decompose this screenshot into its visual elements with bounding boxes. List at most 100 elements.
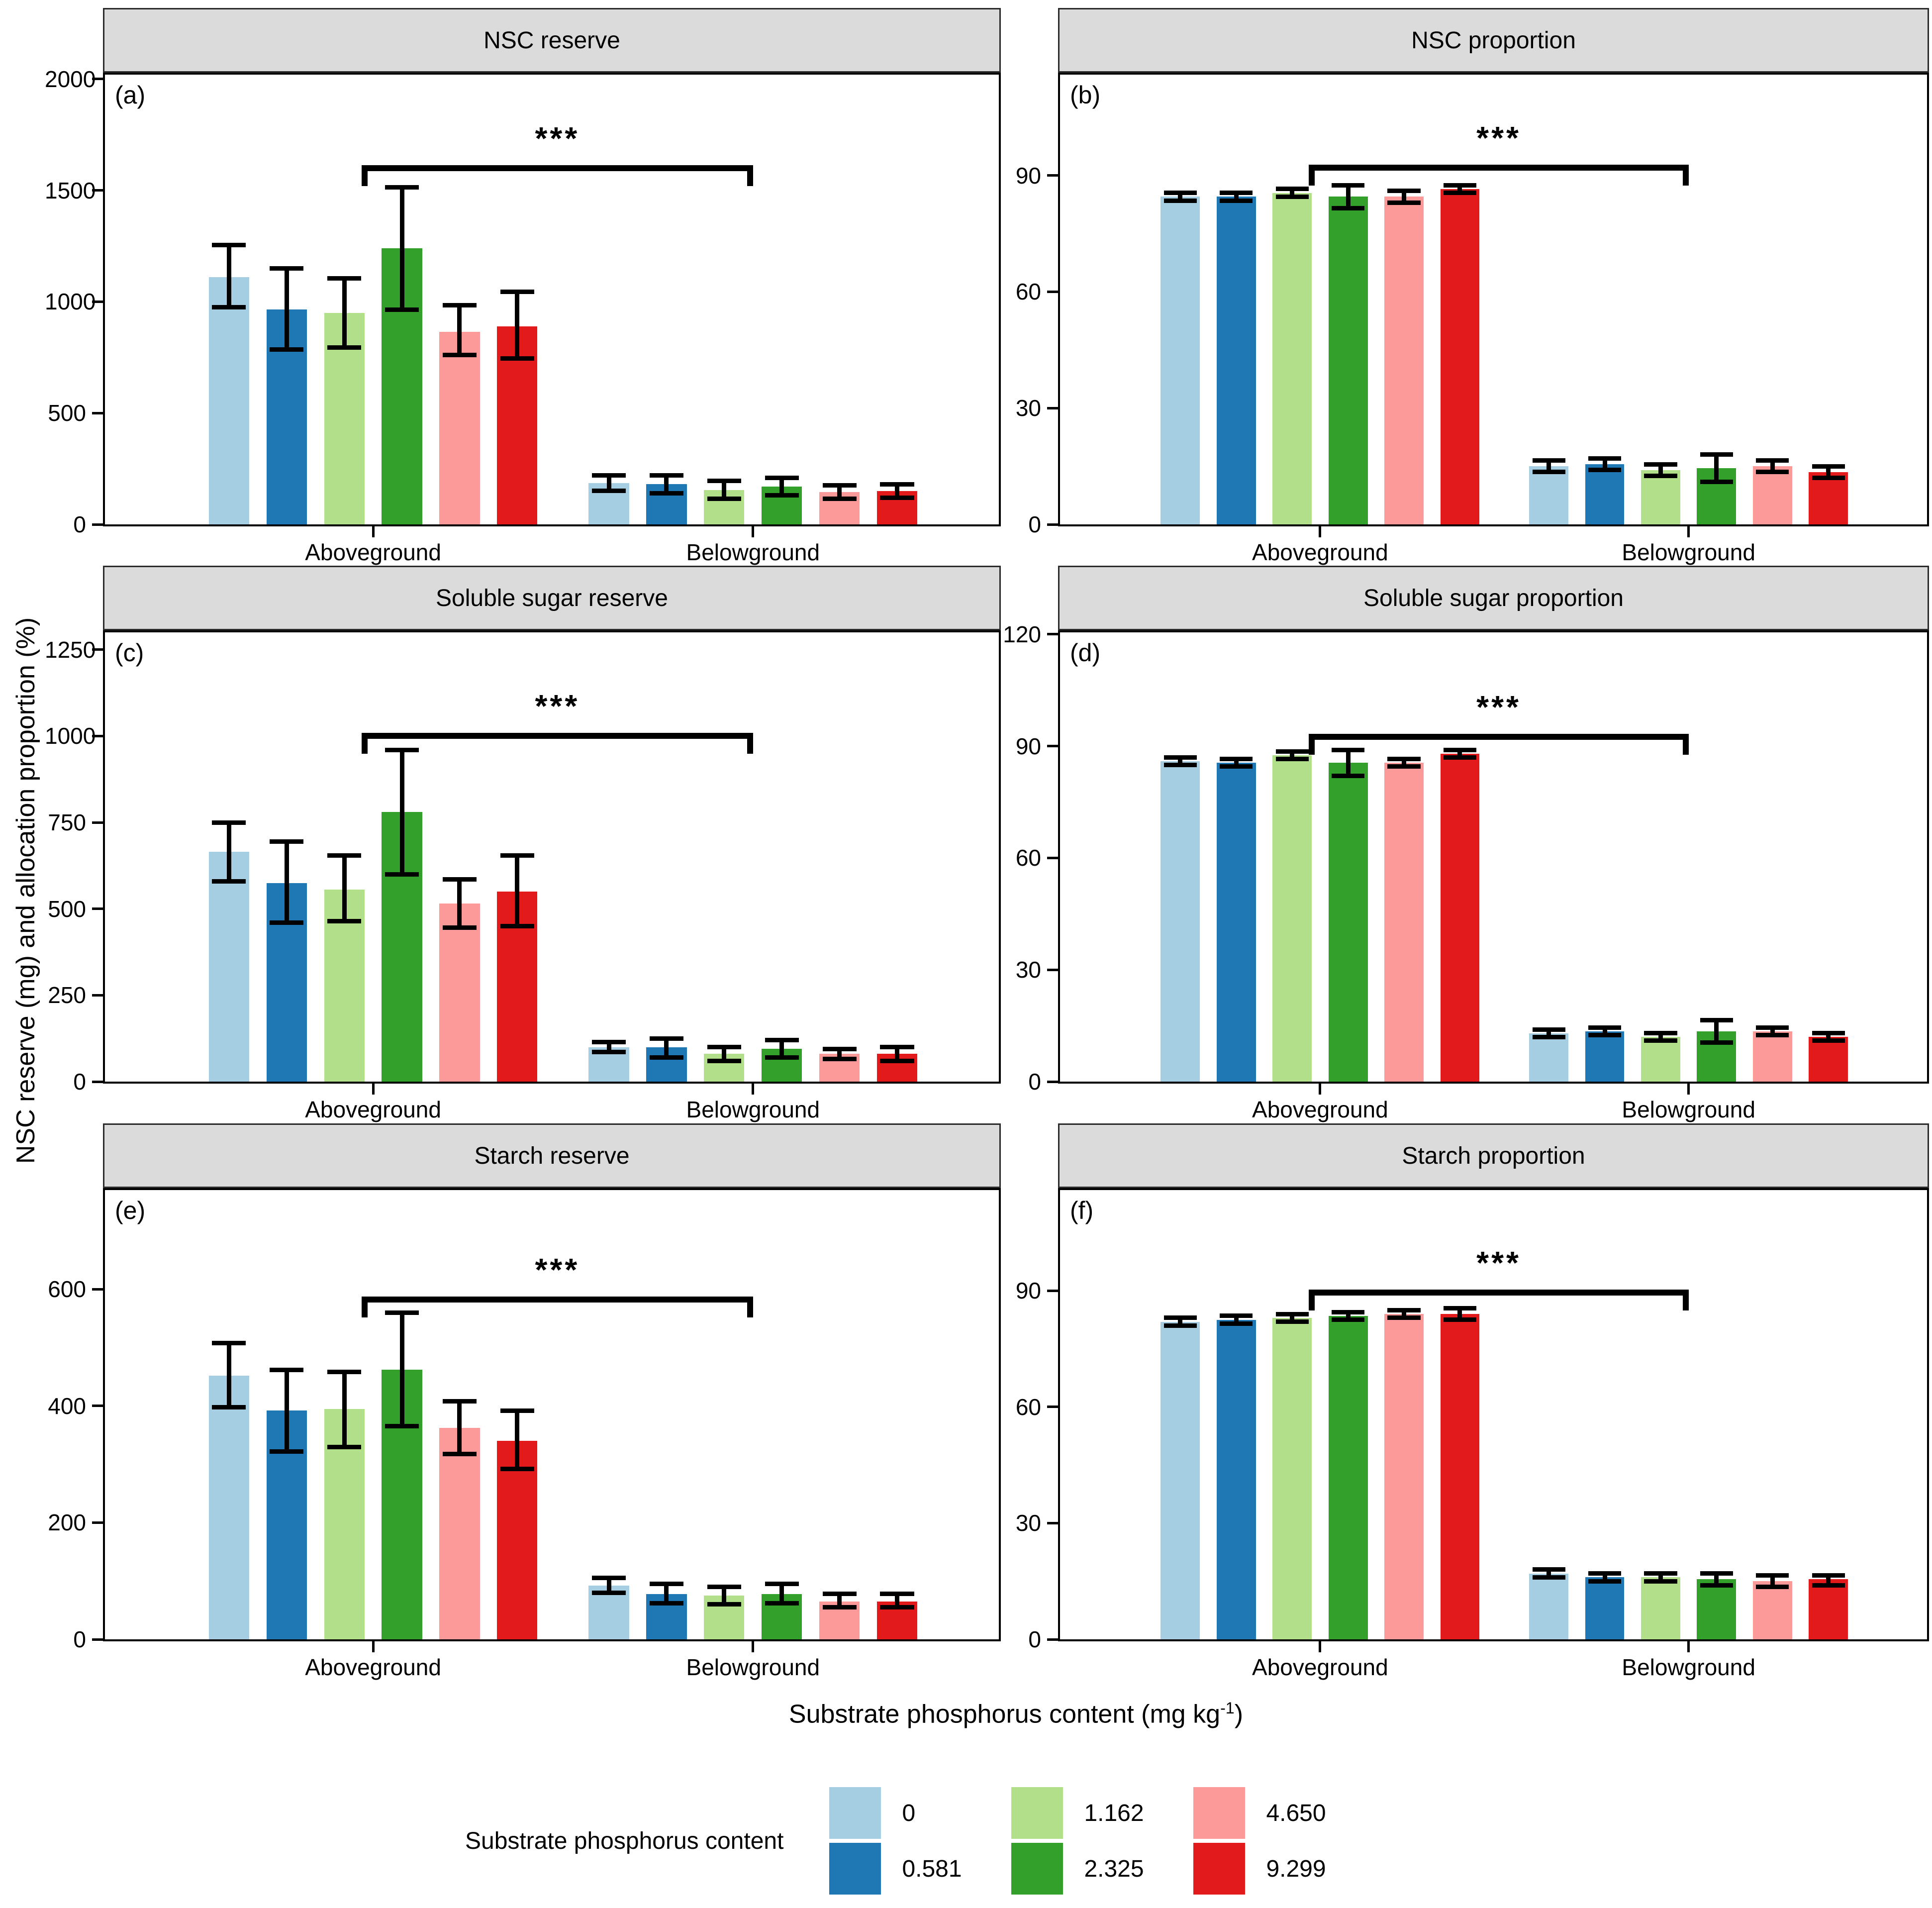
error-bar-cap-bottom xyxy=(1275,194,1309,199)
x-tick-mark xyxy=(1687,526,1690,537)
bar-4.650-aboveground xyxy=(439,1428,480,1639)
x-category-label: Aboveground xyxy=(305,1097,441,1122)
error-bar-line xyxy=(1402,191,1407,203)
error-bar-cap-bottom xyxy=(1220,764,1253,769)
error-bar-cap-bottom xyxy=(1275,1319,1309,1324)
error-bar-cap-top xyxy=(1756,1573,1789,1578)
error-bar-line xyxy=(1178,193,1183,201)
error-bar-cap-top xyxy=(1332,183,1365,188)
error-bar-cap-bottom xyxy=(880,495,914,500)
error-bar-cap-bottom xyxy=(1644,1579,1677,1584)
y-tick-mark xyxy=(1047,1521,1058,1524)
error-bar-cap-top xyxy=(591,1039,626,1044)
error-bar-cap-top xyxy=(385,185,419,190)
error-bar-line xyxy=(1178,1317,1183,1326)
error-bar-line xyxy=(664,1584,669,1604)
error-bar-cap-bottom xyxy=(442,1451,477,1456)
bar-2.325-belowground xyxy=(1697,1579,1737,1639)
panel-letter: (f) xyxy=(1070,1197,1094,1224)
legend-item: 2.325 xyxy=(1011,1843,1163,1895)
error-bar-line xyxy=(1457,185,1462,193)
y-tick-mark xyxy=(1047,1289,1058,1292)
error-bar-cap-top xyxy=(327,1370,362,1375)
error-bar-cap-top xyxy=(765,475,799,480)
significance-bracket-left-tick xyxy=(1309,733,1315,755)
error-bar-cap-top xyxy=(1756,1025,1789,1030)
error-bar-cap-top xyxy=(822,483,857,488)
error-bar-cap-top xyxy=(1812,464,1845,469)
significance-stars: *** xyxy=(1476,120,1521,156)
bar-0-aboveground xyxy=(1160,197,1200,524)
error-bar-cap-bottom xyxy=(1332,1317,1365,1322)
panel-e: Starch reserve 0 200 400 600 Aboveground Below… xyxy=(45,1123,1001,1686)
error-bar-cap-top xyxy=(270,1367,304,1372)
legend-item: 0 xyxy=(829,1787,981,1839)
y-tick-label: 200 xyxy=(48,1509,86,1536)
error-bar-line xyxy=(1546,460,1551,472)
y-tick-label: 750 xyxy=(48,809,86,836)
bar-0-aboveground xyxy=(1160,1321,1200,1639)
y-tick-label: 500 xyxy=(48,896,86,922)
error-bar-cap-top xyxy=(442,1399,477,1404)
error-bar-line xyxy=(1234,1315,1239,1324)
significance-bracket-left-tick xyxy=(1309,165,1315,186)
error-bar-cap-top xyxy=(649,473,684,478)
bar-9.299-belowground xyxy=(1809,1579,1848,1639)
error-bar-line xyxy=(1602,1027,1607,1035)
panel-strip: NSC reserve xyxy=(103,8,1001,73)
significance-bracket xyxy=(1309,1290,1689,1296)
y-tick-mark xyxy=(1047,1638,1058,1641)
error-bar-cap-bottom xyxy=(385,307,419,312)
significance-bracket-right-tick xyxy=(747,1297,753,1318)
error-bar-cap-bottom xyxy=(1812,475,1845,480)
y-tick-mark xyxy=(1047,745,1058,748)
error-bar-cap-top xyxy=(880,1045,914,1050)
bar-4.650-aboveground xyxy=(1384,1314,1424,1639)
error-bar-line xyxy=(722,1047,727,1061)
error-bar-line xyxy=(1658,1033,1663,1041)
y-tick-label: 0 xyxy=(73,1626,86,1652)
error-bar-cap-top xyxy=(1387,1307,1421,1312)
x-axis-title-close: ) xyxy=(1234,1700,1244,1729)
bar-9.299-aboveground xyxy=(1440,753,1480,1082)
error-bar-line xyxy=(606,475,611,491)
y-tick-mark xyxy=(92,734,103,737)
error-bar-cap-top xyxy=(1588,456,1622,461)
error-bar-line xyxy=(457,1401,462,1454)
bar-0-aboveground xyxy=(208,852,249,1082)
error-bar-line xyxy=(1714,1020,1719,1043)
error-bar-line xyxy=(722,481,727,499)
error-bar-cap-bottom xyxy=(765,493,799,498)
panel-title: NSC reserve xyxy=(483,27,620,54)
error-bar-line xyxy=(779,478,784,496)
error-bar-cap-top xyxy=(1644,462,1677,467)
significance-bracket-left-tick xyxy=(361,165,368,186)
error-bar-cap-bottom xyxy=(1443,1317,1477,1322)
y-tick-label: 1500 xyxy=(45,177,96,203)
y-tick-label: 90 xyxy=(1015,733,1041,759)
x-axis-title-superscript: -1 xyxy=(1220,1699,1235,1717)
error-bar-cap-bottom xyxy=(327,1444,362,1449)
y-tick-label: 0 xyxy=(1028,1626,1041,1652)
error-bar-cap-bottom xyxy=(1220,198,1253,203)
error-bar-cap-top xyxy=(591,473,626,478)
error-bar-cap-top xyxy=(1532,1027,1565,1032)
error-bar-cap-top xyxy=(1644,1571,1677,1576)
error-bar-cap-top xyxy=(1443,747,1477,752)
y-tick-mark xyxy=(92,821,103,824)
y-tick-label: 30 xyxy=(1015,1510,1041,1536)
legend-item: 4.650 xyxy=(1193,1787,1346,1839)
error-bar-cap-top xyxy=(1756,458,1789,463)
y-tick-label: 2000 xyxy=(45,66,96,92)
error-bar-line xyxy=(457,879,462,928)
error-bar-cap-top xyxy=(649,1582,684,1587)
error-bar-cap-bottom xyxy=(880,1605,914,1609)
x-tick-mark xyxy=(752,526,755,537)
y-tick-label: 90 xyxy=(1015,162,1041,189)
significance-bracket xyxy=(361,733,753,739)
error-bar-cap-top xyxy=(327,276,362,281)
x-category-label: Belowground xyxy=(686,539,820,565)
error-bar-cap-top xyxy=(385,1310,419,1315)
error-bar-cap-bottom xyxy=(822,1057,857,1062)
error-bar-cap-bottom xyxy=(1332,206,1365,211)
